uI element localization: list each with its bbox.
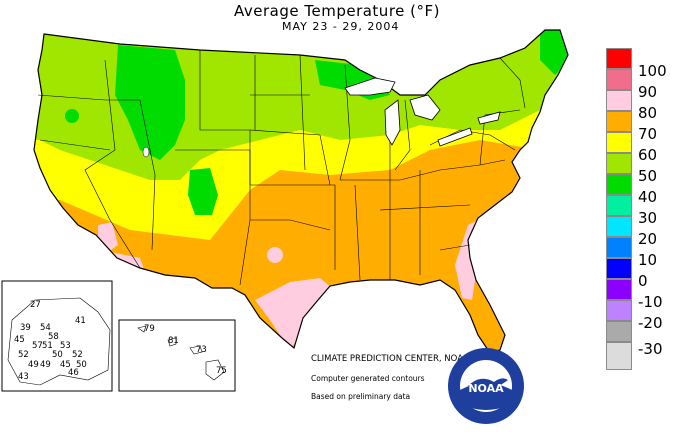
alaska-value: 58 [48,332,59,342]
legend-label: 40 [638,188,658,206]
alaska-value: 39 [20,323,31,333]
legend-label: 90 [638,83,658,101]
alaska-value: 50 [76,360,87,370]
map-header: Average Temperature (°F) MAY 23 - 29, 20… [0,2,678,33]
map-title: Average Temperature (°F) [234,2,440,20]
credit-contours: Computer generated contours [311,374,425,383]
alaska-value: 53 [60,341,71,351]
legend-label: 70 [638,125,658,143]
legend-label: -30 [638,340,663,358]
legend-swatch [606,195,632,216]
hawaii-islands [137,325,225,381]
alaska-value: 52 [72,350,83,360]
legend-swatch [606,258,632,279]
legend-swatch [606,111,632,132]
credit-center: CLIMATE PREDICTION CENTER, NOAA [311,354,470,364]
alaska-value: 57 [32,341,43,351]
alaska-value: 45 [14,335,25,345]
legend-swatch [606,69,632,90]
legend-swatch [606,279,632,300]
legend-label: 80 [638,104,658,122]
legend-swatch [606,342,632,370]
legend-label: 0 [638,272,648,290]
alaska-value: 51 [42,341,53,351]
alaska-value: 49 [40,360,51,370]
noaa-logo-icon: NOAA [448,348,524,424]
alaska-value: 45 [60,360,71,370]
legend-swatch [606,48,632,69]
legend-swatch [606,90,632,111]
legend-label: -10 [638,293,663,311]
alaska-value: 52 [18,350,29,360]
alaska-value: 41 [75,316,86,326]
legend-swatch [606,300,632,321]
legend-label: 20 [638,230,658,248]
noaa-logo-text: NOAA [468,382,504,395]
legend-label: 30 [638,209,658,227]
legend-label: -20 [638,314,663,332]
legend-label: 10 [638,251,658,269]
legend-swatch [606,132,632,153]
map-subtitle: MAY 23 - 29, 2004 [282,20,400,33]
hawaii-value: 73 [196,345,207,355]
alaska-inset-box [1,280,113,392]
credit-data: Based on preliminary data [311,392,411,401]
alaska-outline [7,297,111,386]
alaska-value: 54 [40,323,51,333]
legend-label: 100 [638,62,667,80]
legend-swatch [606,216,632,237]
hawaii-value: 75 [216,366,227,376]
great-lakes [344,77,501,147]
legend-swatch [606,237,632,258]
legend-swatch [606,174,632,195]
alaska-value: 27 [30,300,41,310]
legend-label: 60 [638,146,658,164]
temperature-map [1,29,569,392]
alaska-value: 46 [68,368,79,378]
alaska-value: 43 [18,372,29,382]
alaska-value: 49 [28,360,39,370]
legend-swatch [606,153,632,174]
hawaii-value: 81 [168,336,179,346]
alaska-value: 50 [52,350,63,360]
hawaii-inset-box [118,319,236,392]
hawaii-value: 79 [144,324,155,334]
legend-label: 50 [638,167,658,185]
legend-swatch [606,321,632,342]
